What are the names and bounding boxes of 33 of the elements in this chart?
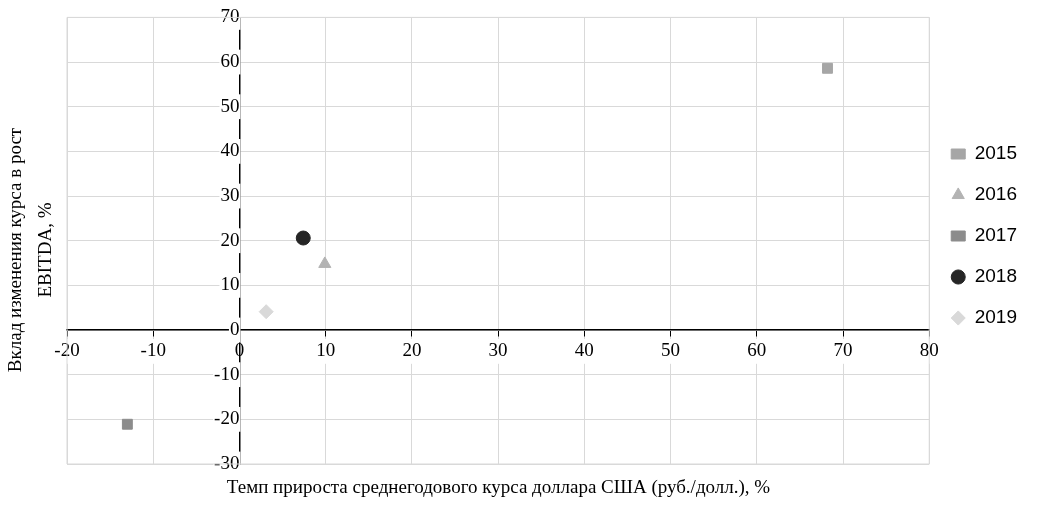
x-tick-label: 70	[833, 339, 853, 361]
y-tick-label: 30	[220, 184, 240, 206]
y-tick-label: 20	[220, 228, 240, 250]
legend-label: 2017	[974, 224, 1018, 246]
legend-label: 2019	[974, 306, 1018, 328]
x-axis-title: Темп прироста среднегодового курса доллара США (руб./долл.), %	[225, 476, 772, 498]
point	[822, 62, 833, 74]
y-tick-label: -30	[214, 451, 240, 473]
y-tick-label: -20	[214, 407, 240, 429]
legend-label: 2016	[974, 183, 1018, 205]
legend-label: 2015	[974, 142, 1018, 164]
x-tick-label: 40	[574, 339, 594, 361]
y-axis-title: Вклад изменения курса в рост EBITDA, %	[4, 127, 55, 373]
x-tick-label: 20	[402, 339, 422, 361]
y-tick-label: 50	[220, 94, 240, 116]
x-tick-label: 80	[919, 339, 939, 361]
legend-label: 2018	[974, 265, 1018, 287]
y-tick-label: 0	[229, 318, 240, 339]
x-tick-label: -10	[140, 339, 166, 361]
y-tick-label: 40	[220, 139, 240, 161]
y-tick-label: 60	[220, 50, 240, 72]
x-tick-label: 60	[747, 339, 767, 361]
y-tick-label: -10	[214, 362, 240, 384]
point	[258, 304, 274, 320]
point	[318, 256, 332, 268]
x-tick-label: 30	[488, 339, 508, 361]
x-tick-label: 50	[661, 339, 681, 361]
y-tick-label: 70	[220, 5, 240, 27]
x-tick-label: 10	[316, 339, 336, 361]
y-tick-label: 10	[220, 273, 240, 295]
point	[121, 418, 133, 430]
x-tick-label: -20	[54, 339, 80, 361]
point	[295, 230, 311, 246]
